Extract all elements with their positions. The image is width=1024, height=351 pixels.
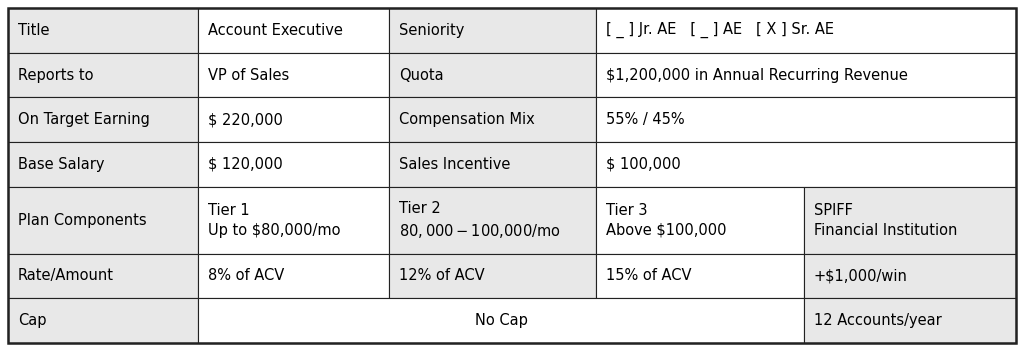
Bar [8, 187, 199, 253]
Text: Quota: Quota [398, 67, 443, 82]
Text: Base Salary: Base Salary [18, 157, 104, 172]
Text: Compensation Mix: Compensation Mix [398, 112, 535, 127]
Bar [199, 298, 804, 343]
Bar [199, 98, 389, 142]
Text: 55% / 45%: 55% / 45% [606, 112, 685, 127]
Text: Title: Title [18, 23, 49, 38]
Bar [8, 253, 199, 298]
Bar [199, 53, 389, 98]
Text: Tier 3
Above $100,000: Tier 3 Above $100,000 [606, 203, 727, 238]
Bar [596, 253, 804, 298]
Text: $ 120,000: $ 120,000 [209, 157, 284, 172]
Bar [8, 8, 199, 53]
Text: $1,200,000 in Annual Recurring Revenue: $1,200,000 in Annual Recurring Revenue [606, 67, 908, 82]
Bar [199, 253, 389, 298]
Text: +$1,000/win: +$1,000/win [814, 269, 907, 284]
Bar [389, 253, 596, 298]
Bar [8, 53, 199, 98]
Text: 8% of ACV: 8% of ACV [209, 269, 285, 284]
Text: Sales Incentive: Sales Incentive [398, 157, 510, 172]
Bar [389, 8, 596, 53]
Bar [596, 8, 1016, 53]
Text: [ _ ] Jr. AE   [ _ ] AE   [ X ] Sr. AE: [ _ ] Jr. AE [ _ ] AE [ X ] Sr. AE [606, 22, 835, 39]
Text: Reports to: Reports to [18, 67, 93, 82]
Bar [804, 298, 1016, 343]
Text: 12 Accounts/year: 12 Accounts/year [814, 313, 942, 328]
Text: VP of Sales: VP of Sales [209, 67, 290, 82]
Text: Account Executive: Account Executive [209, 23, 343, 38]
Text: Rate/Amount: Rate/Amount [18, 269, 114, 284]
Bar [389, 98, 596, 142]
Text: On Target Earning: On Target Earning [18, 112, 150, 127]
Bar [199, 8, 389, 53]
Bar [8, 98, 199, 142]
Bar [804, 187, 1016, 253]
Text: No Cap: No Cap [475, 313, 527, 328]
Bar [199, 142, 389, 187]
Text: SPIFF
Financial Institution: SPIFF Financial Institution [814, 203, 957, 238]
Bar [389, 53, 596, 98]
Bar [389, 142, 596, 187]
Bar [596, 53, 1016, 98]
Bar [199, 187, 389, 253]
Bar [596, 187, 804, 253]
Text: $ 220,000: $ 220,000 [209, 112, 284, 127]
Text: Seniority: Seniority [398, 23, 464, 38]
Text: Cap: Cap [18, 313, 46, 328]
Bar [596, 98, 1016, 142]
Text: $ 100,000: $ 100,000 [606, 157, 681, 172]
Text: Tier 2
$80,000-$100,000/mo: Tier 2 $80,000-$100,000/mo [398, 201, 560, 239]
Text: 12% of ACV: 12% of ACV [398, 269, 484, 284]
Bar [8, 142, 199, 187]
Text: Plan Components: Plan Components [18, 213, 146, 228]
Bar [804, 253, 1016, 298]
Bar [8, 298, 199, 343]
Text: 15% of ACV: 15% of ACV [606, 269, 692, 284]
Bar [596, 142, 1016, 187]
Text: Tier 1
Up to $80,000/mo: Tier 1 Up to $80,000/mo [209, 203, 341, 238]
Bar [389, 187, 596, 253]
